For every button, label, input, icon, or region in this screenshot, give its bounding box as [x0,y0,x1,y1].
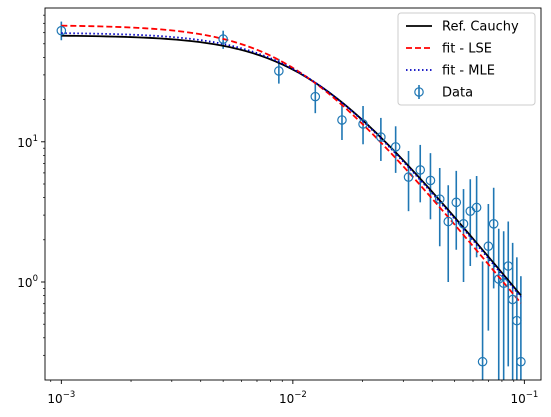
data-point [471,202,482,213]
legend-handle-marker [414,87,424,97]
data-point [451,197,462,208]
data-point [310,91,321,102]
data-point [507,294,518,305]
data-point [498,278,509,289]
axes-layer: 10−3 10−2 10−1 100 101 [17,7,542,406]
legend-label: Ref. Cauchy [442,20,519,35]
data-point [458,219,469,229]
data-point [337,115,347,125]
legend-label: Data [442,86,473,101]
data-point [503,261,514,271]
data-point [488,219,499,229]
x-tick-label: 10−2 [279,390,307,406]
legend: Ref. Cauchy fit - LSE fit - MLE Data [397,12,536,106]
data-point [477,356,488,367]
data-point [218,34,228,44]
data-point [425,175,436,186]
data-point [443,216,454,227]
data-point [516,356,526,367]
x-tick-label: 10−3 [47,390,75,406]
series-line-ref-cauchy [61,34,522,296]
data-point [403,172,414,182]
series-line-fit-lse [61,24,522,304]
data-point [358,119,368,129]
data-series-markers [56,25,526,367]
data-point [415,165,426,175]
data-point [483,241,494,252]
legend-frame [397,12,536,106]
legend-label: fit - MLE [442,64,495,79]
data-series-errorbars [60,21,522,380]
data-point [56,25,67,36]
y-tick-label: 101 [17,134,38,150]
series-line-fit-mle [61,32,522,298]
x-tick-label: 10−1 [510,390,538,406]
data-point [274,66,284,76]
data-point [434,194,445,204]
plot-layer [56,21,526,380]
legend-label: fit - LSE [442,42,492,57]
plot-area [56,21,526,380]
y-tick-label: 100 [17,274,38,290]
data-point [512,315,522,326]
data-point [390,142,401,152]
data-point [376,132,386,142]
